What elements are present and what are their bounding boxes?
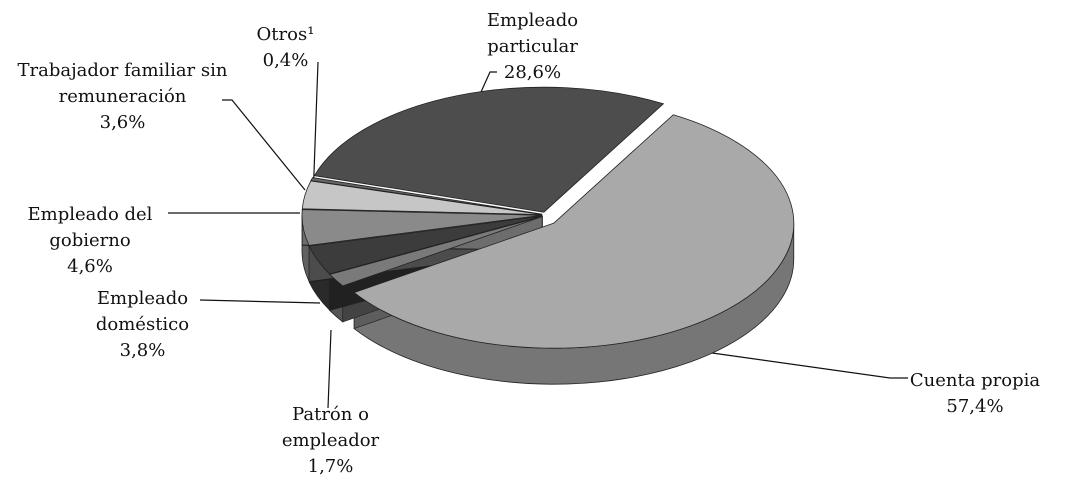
pie-slice <box>301 209 543 246</box>
value-label: 28,6% <box>503 62 562 83</box>
leader-line <box>222 99 306 191</box>
value-label: 3,8% <box>119 340 166 361</box>
slice-label: Trabajador familiar sin remuneración 3,6% <box>5 58 240 136</box>
slice-label: Empleado particular 28,6% <box>470 8 595 86</box>
leader-line <box>312 61 319 201</box>
pie-slice <box>353 114 795 349</box>
value-label: 0,4% <box>262 50 309 71</box>
value-label: 3,6% <box>99 112 146 133</box>
leader-line <box>704 351 908 379</box>
slice-label: Cuenta propia 57,4% <box>880 368 1065 420</box>
slice-label: Otros¹ 0,4% <box>248 22 323 74</box>
leader-line <box>199 299 321 304</box>
pie-slice <box>313 86 665 213</box>
value-label: 4,6% <box>67 256 113 277</box>
category-name: Empleado del gobierno <box>27 204 153 251</box>
category-name: Trabajador familiar sin remuneración <box>17 60 228 107</box>
slice-label: Empleado doméstico 3,8% <box>80 286 205 364</box>
category-name: Otros¹ <box>256 24 315 45</box>
leader-line <box>327 329 332 409</box>
pie-slice <box>308 215 543 275</box>
pie-slice <box>328 216 543 287</box>
pie-tops <box>301 86 795 349</box>
slice-label: Empleado del gobierno 4,6% <box>10 202 170 280</box>
pie-slice <box>310 177 543 215</box>
category-name: Patrón o empleador <box>281 404 380 451</box>
leader-lines <box>168 61 908 409</box>
slice-label: Patrón o empleador 1,7% <box>268 402 393 480</box>
category-name: Cuenta propia <box>909 370 1041 391</box>
category-name: Empleado doméstico <box>95 288 190 335</box>
category-name: Empleado particular <box>486 10 579 57</box>
value-label: 57,4% <box>946 396 1004 417</box>
value-label: 1,7% <box>307 456 354 477</box>
